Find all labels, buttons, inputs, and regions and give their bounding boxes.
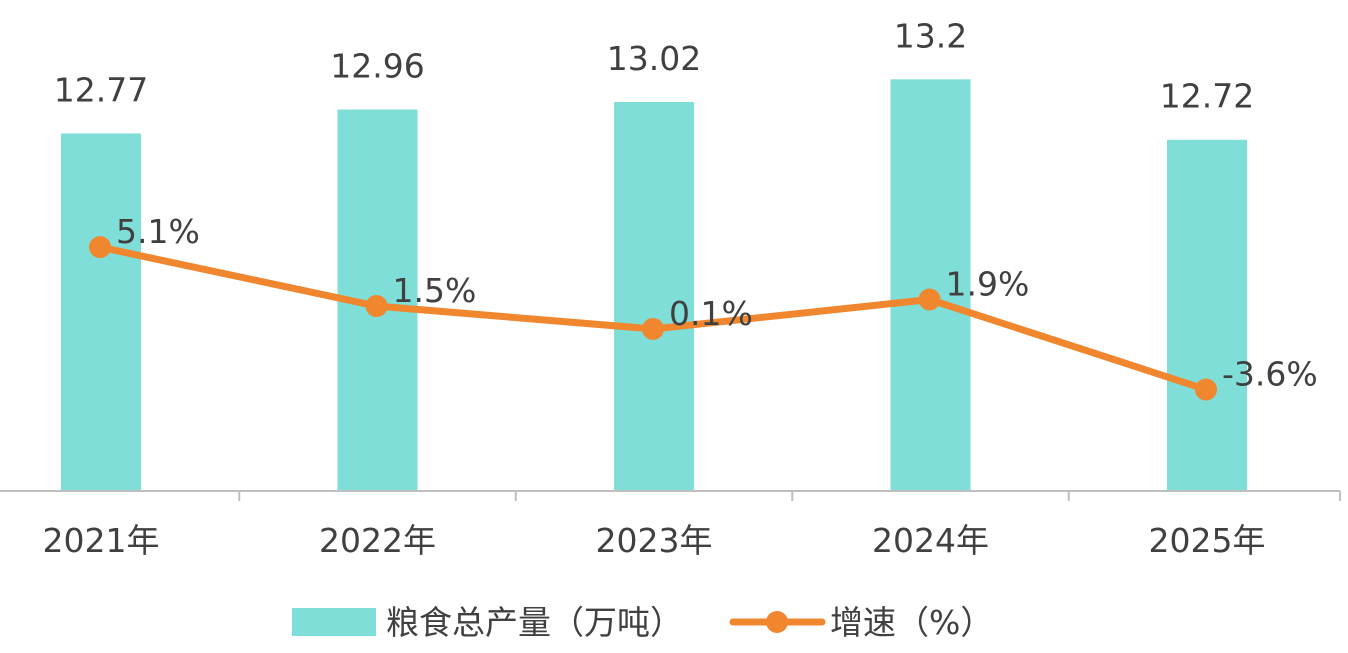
growth-value-label: -3.6% bbox=[1222, 355, 1318, 394]
growth-point-2024年 bbox=[918, 288, 941, 311]
x-tick-label: 2024年 bbox=[872, 521, 989, 560]
growth-point-2025年 bbox=[1195, 378, 1217, 401]
x-tick-label: 2021年 bbox=[43, 521, 160, 560]
legend-line-marker bbox=[766, 611, 788, 633]
bar-value-label: 12.72 bbox=[1160, 77, 1254, 116]
bar-2024年 bbox=[890, 79, 971, 492]
bar-value-label: 13.02 bbox=[607, 39, 701, 78]
bar-value-label: 13.2 bbox=[894, 16, 967, 55]
x-tick-label: 2022年 bbox=[319, 521, 436, 560]
bar-data-labels: 12.77 12.96 13.02 13.2 12.72 bbox=[54, 16, 1254, 115]
line-data-labels: 5.1% 1.5% 0.1% 1.9% -3.6% bbox=[116, 212, 1318, 393]
bar-value-label: 12.96 bbox=[330, 47, 424, 86]
bar-2025年 bbox=[1167, 139, 1247, 491]
x-axis: 2021年 2022年 2023年 2024年 2025年 bbox=[0, 490, 1341, 560]
growth-point-2022年 bbox=[365, 295, 388, 318]
bars-layer bbox=[61, 79, 1247, 492]
growth-point-2021年 bbox=[89, 236, 111, 259]
growth-value-label: 0.1% bbox=[669, 294, 753, 333]
x-tick-label: 2023年 bbox=[596, 521, 713, 560]
legend-bar-label: 粮食总产量（万吨） bbox=[386, 603, 683, 642]
growth-point-2023年 bbox=[642, 317, 664, 340]
legend-bar-swatch bbox=[292, 608, 376, 636]
x-tick-label: 2025年 bbox=[1149, 521, 1266, 560]
growth-value-label: 5.1% bbox=[116, 212, 200, 251]
growth-value-label: 1.9% bbox=[946, 265, 1030, 304]
growth-line-layer bbox=[89, 236, 1217, 401]
legend: 粮食总产量（万吨） 增速（%） bbox=[292, 603, 993, 642]
bar-2021年 bbox=[61, 133, 141, 491]
legend-line-label: 增速（%） bbox=[830, 603, 993, 642]
bar-2023年 bbox=[614, 101, 694, 491]
bar-value-label: 12.77 bbox=[54, 70, 148, 109]
growth-value-label: 1.5% bbox=[393, 271, 477, 310]
